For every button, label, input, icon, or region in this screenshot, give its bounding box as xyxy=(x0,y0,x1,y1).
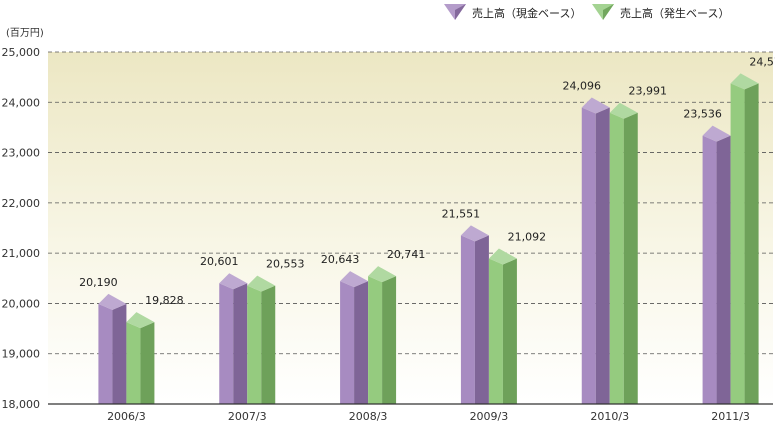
bar-top xyxy=(488,248,517,265)
bar-top xyxy=(98,293,127,310)
x-tick-label: 2009/3 xyxy=(470,410,509,423)
y-tick-label: 18,000 xyxy=(2,398,41,411)
bar-right-face xyxy=(474,235,489,404)
bar-top xyxy=(609,102,638,119)
value-label: 20,601 xyxy=(200,255,239,268)
x-tick-label: 2010/3 xyxy=(590,410,629,423)
x-tick-label: 2006/3 xyxy=(107,410,146,423)
bar-left-face xyxy=(488,258,503,404)
bar-top xyxy=(126,312,155,329)
bar-top xyxy=(702,125,731,142)
x-tick-label: 2011/3 xyxy=(711,410,750,423)
bar-top xyxy=(219,273,248,290)
bars xyxy=(98,73,759,405)
bar-left-face xyxy=(247,285,262,404)
bar-right-face xyxy=(744,83,759,404)
bar-left-face xyxy=(702,135,717,404)
bar-left-face xyxy=(460,235,475,404)
bar-right-face xyxy=(233,283,248,404)
legend-swatch-shade xyxy=(603,4,614,20)
x-axis: 2006/3 2007/3 2008/3 2009/3 2010/3 2011/3 xyxy=(107,410,750,423)
bar-left-face xyxy=(340,281,355,404)
bar-right-face xyxy=(382,276,397,404)
y-tick-label: 20,000 xyxy=(2,297,41,310)
bar-left-face xyxy=(98,303,113,404)
bar-top xyxy=(340,271,369,288)
bar-right-face xyxy=(716,135,731,404)
value-label: 24,096 xyxy=(563,79,602,92)
bar-right-face xyxy=(354,281,369,404)
bar-top xyxy=(368,266,397,283)
legend-label: 売上高（現金ベース） xyxy=(472,6,581,20)
bar-right-face xyxy=(502,258,517,404)
value-label: 23,536 xyxy=(683,108,722,121)
bar-right-face xyxy=(261,285,276,404)
bar-left-face xyxy=(730,83,745,404)
bar-left-face xyxy=(368,276,383,404)
y-axis: 18,000 19,000 20,000 21,000 22,000 23,000 24,0… xyxy=(2,46,41,411)
value-label: 21,092 xyxy=(508,231,547,244)
legend-swatch-shade xyxy=(455,4,466,20)
y-tick-label: 22,000 xyxy=(2,197,41,210)
unit-label: (百万円) xyxy=(6,27,44,39)
y-tick-label: 24,000 xyxy=(2,96,41,109)
y-tick-label: 19,000 xyxy=(2,348,41,361)
bar-right-face xyxy=(595,107,610,404)
x-tick-label: 2008/3 xyxy=(349,410,388,423)
value-label: 23,991 xyxy=(629,85,668,98)
bar-left-face xyxy=(219,283,234,404)
bar-right-face xyxy=(140,322,155,404)
x-tick-label: 2007/3 xyxy=(228,410,267,423)
value-label: 21,551 xyxy=(442,207,481,220)
legend-label: 売上高（発生ベース） xyxy=(620,6,729,20)
bar-top xyxy=(581,97,610,114)
bar-right-face xyxy=(623,112,638,405)
bar-top xyxy=(730,73,759,90)
value-label: 20,553 xyxy=(266,258,305,271)
value-labels: 20,190 19,828 20,601 20,553 20,643 20,741 21,5… xyxy=(79,55,775,307)
bar-left-face xyxy=(581,107,596,404)
grid-lines xyxy=(48,51,773,355)
y-tick-label: 21,000 xyxy=(2,247,41,260)
value-label: 20,741 xyxy=(387,248,426,261)
value-label: 20,643 xyxy=(321,253,360,266)
y-tick-label: 25,000 xyxy=(2,46,41,59)
legend: 売上高（現金ベース） 売上高（発生ベース） xyxy=(444,4,729,20)
value-label: 20,190 xyxy=(79,276,118,289)
bar-right-face xyxy=(112,303,127,404)
bar-top xyxy=(460,225,489,242)
value-label: 24,575 xyxy=(749,55,775,68)
bar-left-face xyxy=(126,322,141,404)
value-label: 19,828 xyxy=(145,294,184,307)
plot-background xyxy=(48,52,773,404)
bar-top xyxy=(247,275,276,292)
y-tick-label: 23,000 xyxy=(2,147,41,160)
bar-left-face xyxy=(609,112,624,405)
